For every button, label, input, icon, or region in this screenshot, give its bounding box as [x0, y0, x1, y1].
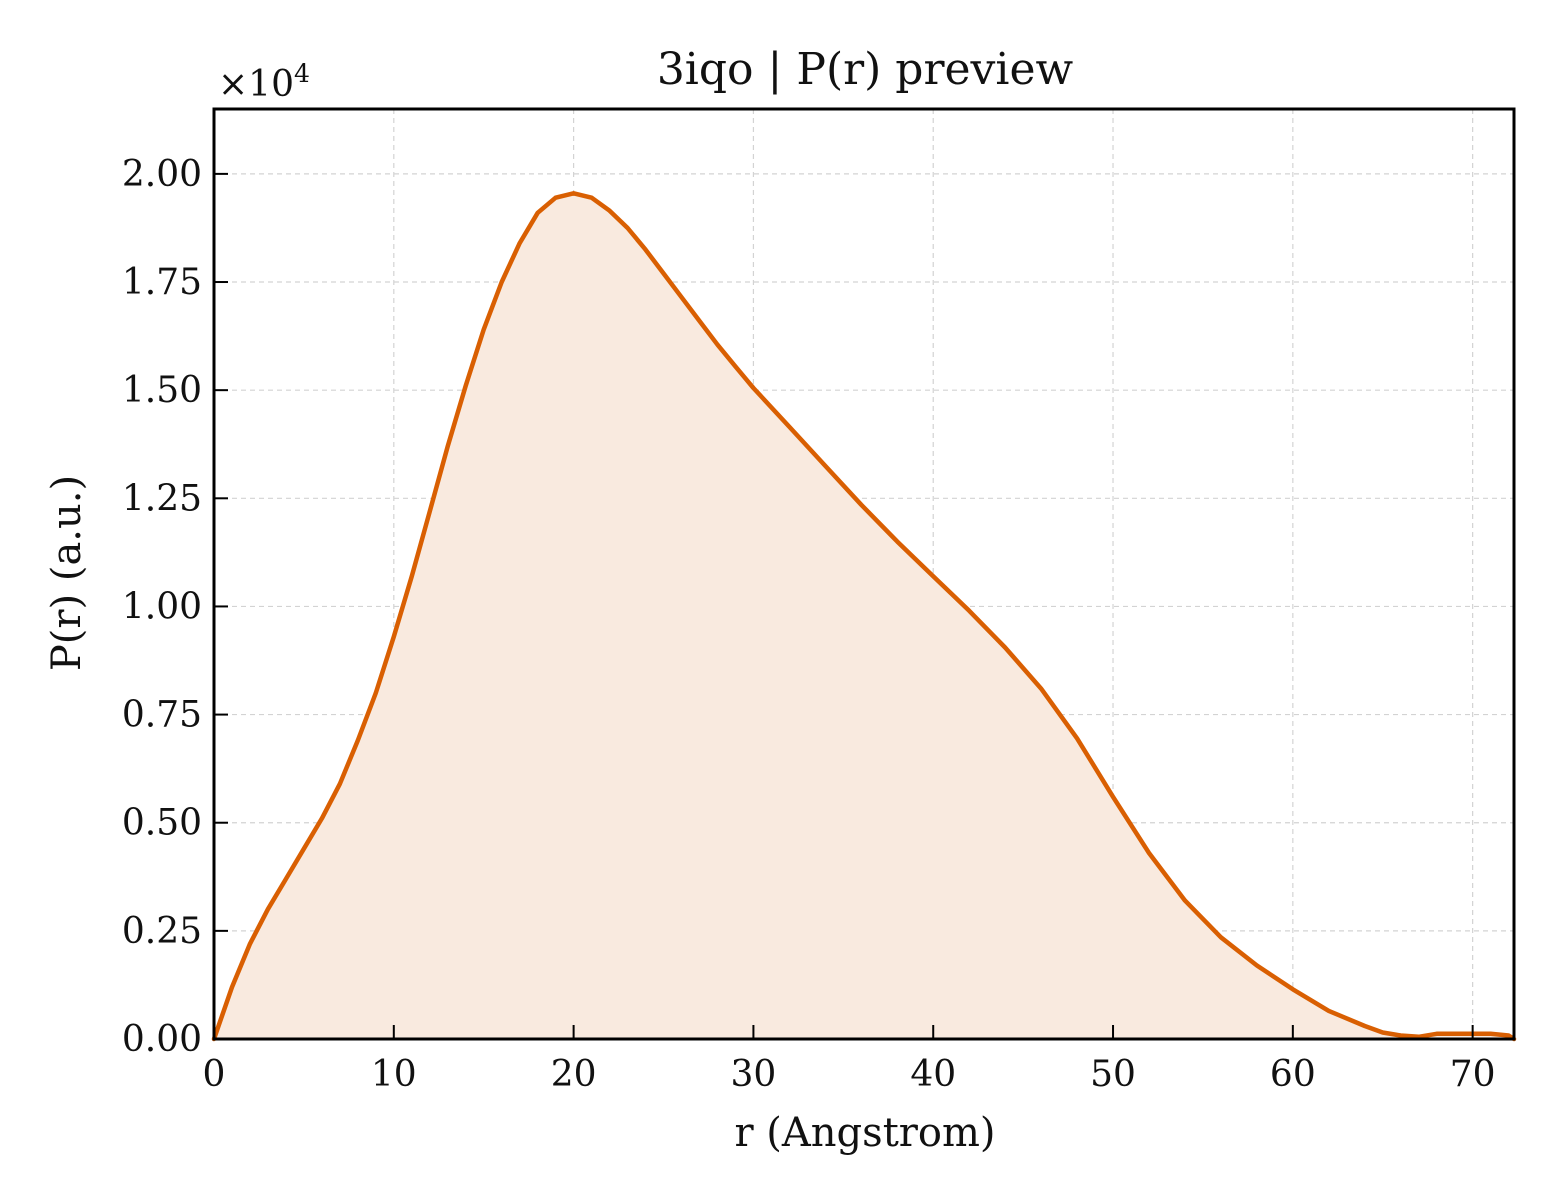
x-tick-label: 20	[551, 1054, 597, 1095]
x-tick-label: 40	[910, 1054, 956, 1095]
x-tick-label: 0	[203, 1054, 226, 1095]
plot-frame	[212, 107, 1516, 1041]
axis-ticks: 0 10 20 30 40 50 60 70 0.00 0.25 0.50 0.75 1.00 1.25 1…	[122, 154, 1496, 1095]
y-tick-label: 0.00	[122, 1019, 202, 1060]
y-tick-label: 0.75	[122, 695, 202, 736]
x-tick-label: 60	[1270, 1054, 1316, 1095]
y-tick-label: 1.00	[122, 586, 202, 627]
x-tick-label: 10	[371, 1054, 417, 1095]
x-tick-label: 70	[1450, 1054, 1496, 1095]
y-tick-label: 0.50	[122, 803, 202, 844]
x-tick-label: 50	[1090, 1054, 1136, 1095]
y-tick-label: 0.25	[122, 911, 202, 952]
y-tick-label: 1.75	[122, 262, 202, 303]
x-axis-label: r (Angstrom)	[734, 1110, 995, 1156]
y-tick-label: 2.00	[122, 154, 202, 195]
y-axis-scale-multiplier: ×104	[218, 59, 310, 105]
y-tick-label: 1.25	[122, 478, 202, 519]
series-area-fill	[214, 193, 1514, 1040]
chart-title: 3iqo | P(r) preview	[657, 44, 1074, 95]
y-axis-label: P(r) (a.u.)	[44, 475, 90, 671]
y-axis-scale-exponent: 4	[294, 59, 310, 88]
x-tick-label: 30	[731, 1054, 777, 1095]
y-tick-label: 1.50	[122, 370, 202, 411]
y-axis-scale-base: ×10	[218, 64, 294, 105]
area-fill-layer	[214, 193, 1514, 1040]
